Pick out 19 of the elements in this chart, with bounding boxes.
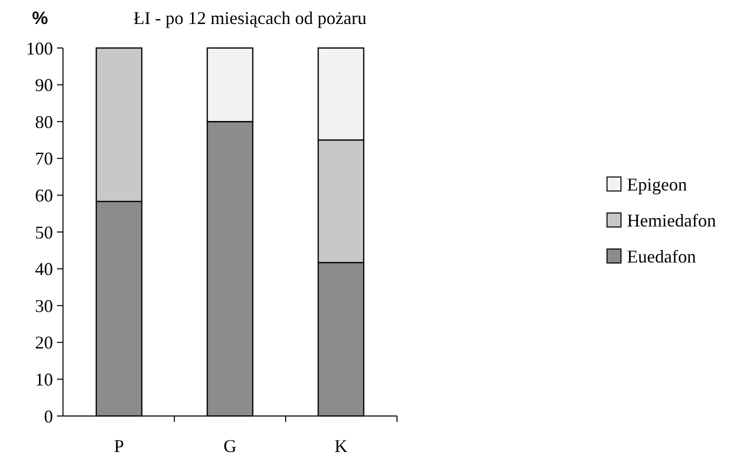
y-tick-label: 100: [26, 38, 53, 58]
x-tick-label: G: [224, 436, 236, 456]
y-tick-label: 60: [35, 186, 53, 206]
y-tick-label: 0: [44, 406, 53, 426]
y-tick-label: 80: [35, 112, 53, 132]
legend-label: Euedafon: [627, 246, 696, 266]
y-tick-label: 50: [35, 222, 53, 242]
x-tick-label: P: [114, 436, 124, 456]
chart-title: ŁI - po 12 miesiącach od pożaru: [134, 8, 366, 28]
y-tick-label: 30: [35, 296, 53, 316]
y-tick-label: 20: [35, 332, 53, 353]
y-tick-label: 90: [35, 75, 53, 96]
legend-label: Epigeon: [627, 174, 687, 194]
y-tick-label: 10: [35, 370, 53, 390]
y-axis-title: %: [32, 8, 48, 28]
y-tick-label: 40: [35, 259, 53, 280]
y-tick-label: 70: [35, 148, 53, 169]
x-tick-label: K: [334, 436, 348, 456]
legend-label: Hemiedafon: [627, 210, 716, 230]
